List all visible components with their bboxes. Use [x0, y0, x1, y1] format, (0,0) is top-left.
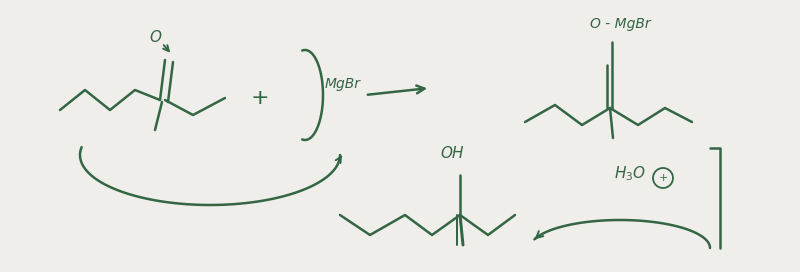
Text: O - MgBr: O - MgBr	[590, 17, 650, 31]
Text: H$_3$O: H$_3$O	[614, 164, 646, 183]
Text: +: +	[250, 88, 270, 108]
Text: +: +	[658, 173, 668, 183]
Text: OH: OH	[440, 146, 463, 161]
Text: MgBr: MgBr	[325, 77, 361, 91]
Text: O: O	[149, 30, 161, 45]
